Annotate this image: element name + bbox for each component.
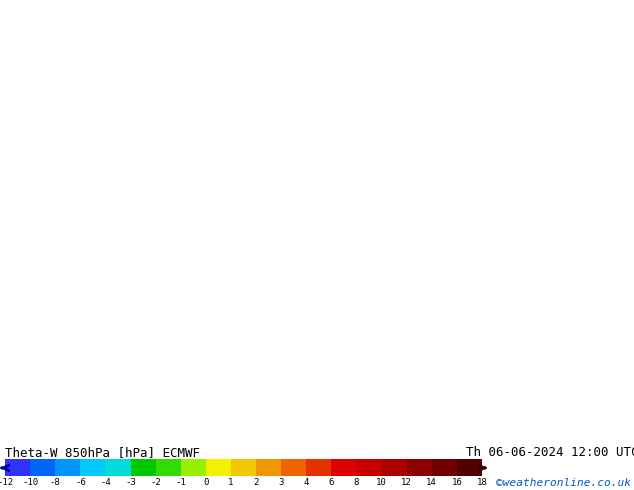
Bar bbox=[456, 459, 482, 476]
Text: -8: -8 bbox=[50, 478, 61, 487]
Bar bbox=[382, 459, 406, 476]
Bar bbox=[81, 459, 105, 476]
Text: 2: 2 bbox=[254, 478, 259, 487]
Text: Th 06-06-2024 12:00 UTC (06+30): Th 06-06-2024 12:00 UTC (06+30) bbox=[466, 446, 634, 459]
Text: 1: 1 bbox=[228, 478, 233, 487]
Bar bbox=[332, 459, 356, 476]
Text: 16: 16 bbox=[451, 478, 462, 487]
Text: -12: -12 bbox=[0, 478, 13, 487]
Text: 18: 18 bbox=[477, 478, 487, 487]
Text: 6: 6 bbox=[328, 478, 334, 487]
Bar bbox=[55, 459, 81, 476]
Bar bbox=[155, 459, 181, 476]
Text: -1: -1 bbox=[176, 478, 186, 487]
Bar bbox=[356, 459, 382, 476]
Bar bbox=[281, 459, 306, 476]
Bar bbox=[406, 459, 432, 476]
Text: Theta-W 850hPa [hPa] ECMWF: Theta-W 850hPa [hPa] ECMWF bbox=[5, 446, 200, 459]
Bar bbox=[131, 459, 155, 476]
Text: -6: -6 bbox=[75, 478, 86, 487]
Bar bbox=[256, 459, 281, 476]
Text: -2: -2 bbox=[150, 478, 161, 487]
Bar bbox=[231, 459, 256, 476]
Text: 4: 4 bbox=[304, 478, 309, 487]
Text: 8: 8 bbox=[354, 478, 359, 487]
Text: 10: 10 bbox=[376, 478, 387, 487]
Bar bbox=[5, 459, 30, 476]
Text: -10: -10 bbox=[22, 478, 38, 487]
Bar bbox=[306, 459, 332, 476]
Bar bbox=[181, 459, 206, 476]
Bar bbox=[432, 459, 456, 476]
Text: 0: 0 bbox=[203, 478, 209, 487]
Text: -3: -3 bbox=[125, 478, 136, 487]
Text: ©weatheronline.co.uk: ©weatheronline.co.uk bbox=[496, 478, 631, 488]
Text: -4: -4 bbox=[100, 478, 111, 487]
Bar bbox=[30, 459, 55, 476]
Text: 12: 12 bbox=[401, 478, 412, 487]
Bar bbox=[206, 459, 231, 476]
Text: 14: 14 bbox=[426, 478, 437, 487]
Text: 3: 3 bbox=[278, 478, 284, 487]
Bar bbox=[105, 459, 131, 476]
